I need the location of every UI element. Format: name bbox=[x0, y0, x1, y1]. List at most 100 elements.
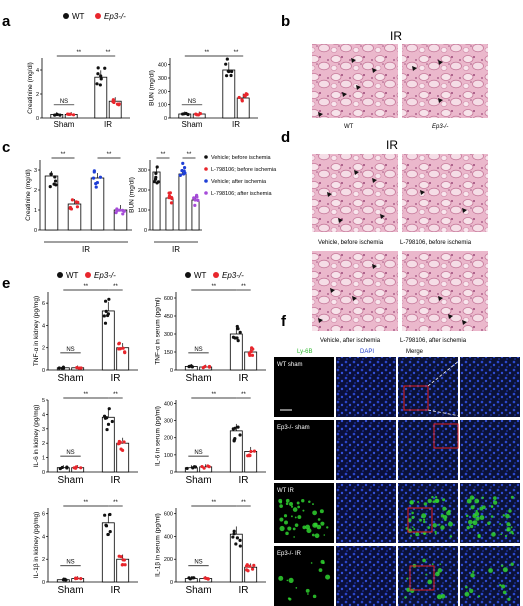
data-point bbox=[195, 193, 199, 198]
fluorescence-tile bbox=[460, 483, 520, 543]
ly6b-signal bbox=[279, 525, 285, 532]
data-point bbox=[104, 524, 109, 528]
y-tick-label: 300 bbox=[164, 419, 173, 425]
y-tick-label: 2 bbox=[36, 92, 39, 98]
ly6b-signal bbox=[427, 579, 433, 585]
ly6b-signal bbox=[423, 532, 426, 535]
legend-wt-dot bbox=[63, 13, 69, 19]
data-point bbox=[118, 208, 122, 212]
ly6b-signal bbox=[294, 523, 299, 527]
data-point bbox=[96, 72, 100, 76]
bar bbox=[178, 173, 187, 231]
data-point bbox=[60, 366, 64, 370]
ly6b-signal bbox=[290, 515, 293, 518]
y-tick-label: 400 bbox=[164, 534, 173, 540]
data-point bbox=[106, 312, 110, 316]
x-group-label: IR bbox=[82, 245, 90, 254]
y-tick-label: 0 bbox=[34, 228, 37, 234]
y-tick-label: 300 bbox=[138, 168, 147, 174]
x-group-label: IR bbox=[172, 245, 180, 254]
data-point bbox=[238, 330, 242, 335]
data-point bbox=[108, 530, 112, 534]
data-point bbox=[98, 175, 103, 179]
data-point bbox=[79, 366, 83, 370]
fluorescence-tile bbox=[274, 546, 334, 606]
data-point bbox=[75, 205, 80, 209]
ly6b-signal bbox=[288, 597, 292, 601]
significance-label: ** bbox=[204, 50, 209, 56]
ly6b-signal bbox=[499, 523, 502, 525]
data-point bbox=[232, 532, 236, 536]
panel-f-row-label: Ep3-/- sham bbox=[277, 425, 310, 431]
ly6b-signal bbox=[305, 588, 310, 593]
data-point bbox=[92, 170, 96, 174]
ly6b-signal bbox=[493, 500, 498, 505]
ly6b-signal bbox=[308, 500, 311, 504]
data-point bbox=[98, 83, 102, 87]
data-point bbox=[185, 466, 189, 471]
significance-label: NS bbox=[66, 347, 74, 353]
data-point bbox=[112, 100, 116, 105]
y-tick-label: 0 bbox=[144, 228, 147, 234]
y-tick-label: 0 bbox=[170, 470, 173, 476]
data-point bbox=[236, 425, 240, 429]
legend-ep3-label: Ep3-/- bbox=[104, 12, 126, 21]
y-tick-label: 200 bbox=[164, 436, 173, 442]
ly6b-signal bbox=[404, 596, 407, 599]
ly6b-signal bbox=[474, 511, 480, 517]
ly6b-signal bbox=[481, 505, 486, 510]
histology-d-0 bbox=[312, 154, 398, 232]
chart-6: 0 1 2 3 4 5IL-6 in kidney (pg/mg) Sham IR NS ** ** bbox=[33, 392, 138, 486]
data-point bbox=[250, 567, 255, 571]
ly6b-signal bbox=[490, 505, 494, 509]
y-tick-label: 200 bbox=[138, 188, 147, 194]
data-point bbox=[200, 464, 204, 469]
y-tick-label: 4 bbox=[42, 412, 45, 418]
legend-wt-dot bbox=[57, 272, 63, 278]
significance-label: ** bbox=[241, 284, 246, 290]
ly6b-signal bbox=[466, 525, 470, 530]
data-point bbox=[76, 200, 80, 204]
zoom-guide-line bbox=[427, 409, 461, 417]
x-category-label: IR bbox=[239, 475, 249, 486]
y-tick-label: 0 bbox=[42, 470, 45, 476]
ly6b-signal bbox=[423, 520, 426, 524]
y-tick-label: 1 bbox=[42, 456, 45, 462]
y-axis-label: BUN (mg/dl) bbox=[128, 177, 135, 213]
ly6b-signal bbox=[470, 573, 475, 578]
ly6b-signal bbox=[417, 500, 420, 503]
bar bbox=[90, 177, 105, 231]
ly6b-signal bbox=[434, 530, 437, 534]
ly6b-signal bbox=[431, 563, 434, 566]
ly6b-signal bbox=[427, 498, 432, 504]
data-point bbox=[91, 176, 96, 180]
significance-label: ** bbox=[241, 500, 246, 506]
legend-c-dot-2 bbox=[204, 179, 208, 183]
data-point bbox=[180, 168, 184, 173]
ly6b-signal bbox=[290, 505, 294, 508]
ly6b-signal bbox=[302, 509, 305, 512]
ly6b-signal bbox=[320, 521, 325, 526]
legend-ep3-dot bbox=[95, 13, 101, 19]
significance-label: ** bbox=[83, 284, 88, 290]
ly6b-signal bbox=[278, 498, 283, 503]
data-point bbox=[250, 353, 255, 357]
ly6b-signal bbox=[500, 564, 504, 567]
data-point bbox=[122, 209, 126, 213]
ly6b-signal bbox=[302, 525, 307, 530]
histology-b-arrows bbox=[318, 58, 443, 117]
bar bbox=[116, 347, 130, 371]
ly6b-signal bbox=[470, 505, 475, 510]
x-category-label: Sham bbox=[185, 475, 211, 486]
panel-d-caption-0: Vehicle, before ischemia bbox=[318, 240, 384, 246]
significance-label: ** bbox=[234, 50, 239, 56]
ly6b-signal bbox=[316, 524, 322, 530]
data-point bbox=[155, 181, 159, 185]
ly6b-signal bbox=[499, 583, 502, 587]
data-point bbox=[178, 173, 182, 177]
ly6b-signal bbox=[479, 515, 485, 520]
panel-b-caption-1: Ep3-/- bbox=[432, 124, 448, 130]
significance-label: ** bbox=[61, 152, 66, 158]
ly6b-signal bbox=[491, 532, 496, 537]
